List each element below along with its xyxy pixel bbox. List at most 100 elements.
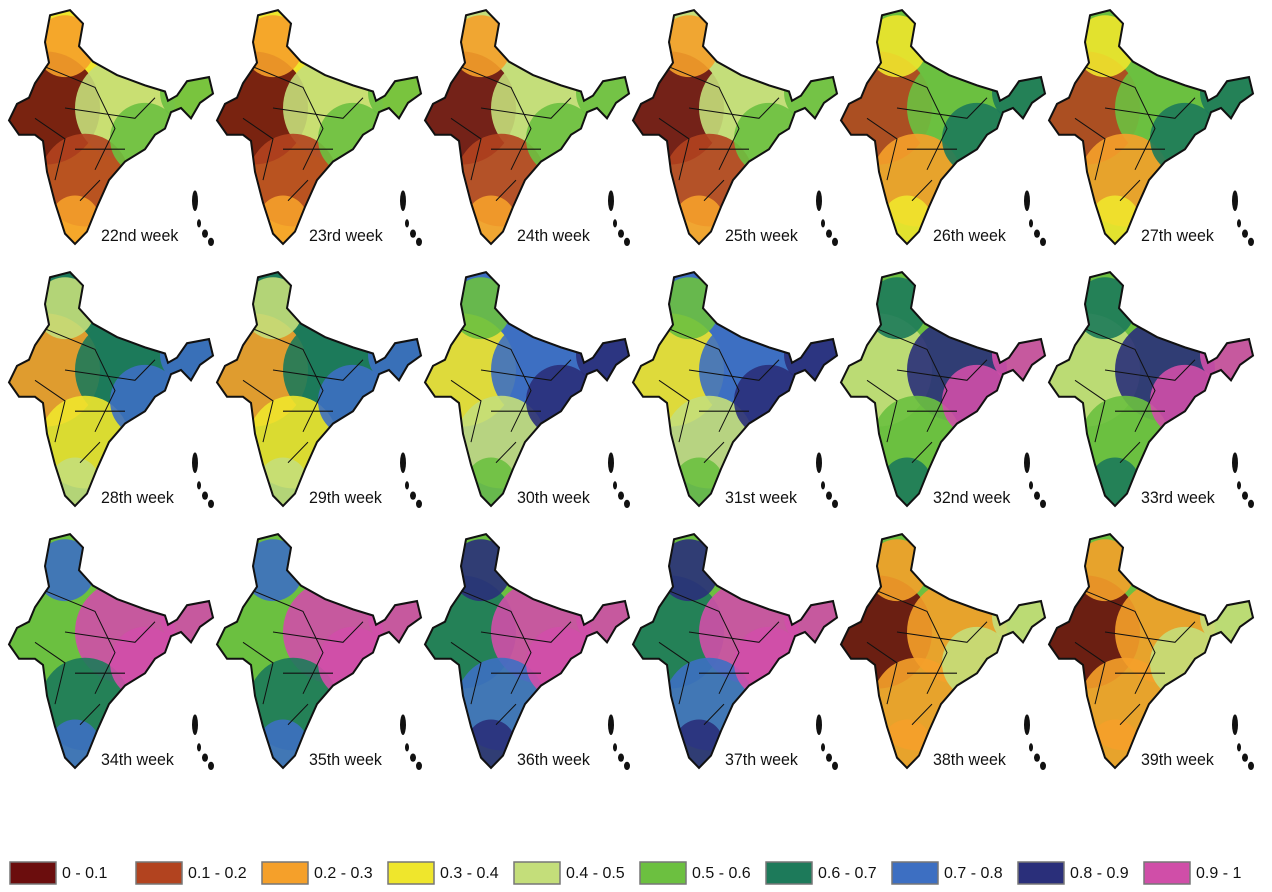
island (405, 743, 409, 751)
legend-label: 0.7 - 0.8 (944, 865, 1003, 882)
legend-label: 0.2 - 0.3 (314, 865, 373, 882)
island (1040, 238, 1046, 246)
island (613, 219, 617, 227)
island (416, 500, 422, 508)
map-region (1075, 15, 1135, 77)
island (1034, 492, 1040, 500)
legend-label: 0 - 0.1 (62, 865, 107, 882)
island (832, 762, 838, 770)
week-label: 36th week (517, 751, 591, 769)
week-label: 33rd week (1141, 489, 1216, 507)
map-region (674, 720, 724, 772)
week-label: 28th week (101, 489, 175, 507)
island (1248, 500, 1254, 508)
legend-label: 0.4 - 0.5 (566, 865, 625, 882)
map-region (451, 539, 511, 601)
map-region (243, 539, 303, 601)
map-region (659, 277, 719, 339)
map-region (882, 196, 932, 248)
map-region (50, 720, 100, 772)
island (416, 238, 422, 246)
map-panel: 33rd week (1030, 267, 1260, 514)
map-fill (1030, 267, 1260, 514)
figure: 22nd week23rd week24th week25th week26th… (0, 0, 1272, 887)
map-region (882, 458, 932, 510)
legend-swatch (262, 862, 308, 884)
island (1237, 743, 1241, 751)
island (1237, 219, 1241, 227)
week-label: 38th week (933, 751, 1007, 769)
legend-label: 0.5 - 0.6 (692, 865, 751, 882)
island (1024, 452, 1030, 473)
legend-swatch (640, 862, 686, 884)
island (405, 481, 409, 489)
island (613, 481, 617, 489)
map-panel: 32nd week (822, 267, 1052, 514)
island (197, 743, 201, 751)
map-region (243, 15, 303, 77)
map-region (1075, 539, 1135, 601)
map-region (258, 720, 308, 772)
island (197, 481, 201, 489)
island (624, 762, 630, 770)
week-label: 22nd week (101, 227, 179, 245)
week-label: 32nd week (933, 489, 1011, 507)
island (202, 754, 208, 762)
island (1242, 754, 1248, 762)
legend-swatch (1144, 862, 1190, 884)
map-fill (822, 267, 1052, 514)
map-fill (614, 5, 844, 252)
island (624, 238, 630, 246)
week-label: 25th week (725, 227, 799, 245)
map-panel: 36th week (406, 529, 636, 776)
legend-swatch (136, 862, 182, 884)
island (416, 762, 422, 770)
legend-label: 0.9 - 1 (1196, 865, 1241, 882)
island (1040, 500, 1046, 508)
island (202, 230, 208, 238)
map-region (243, 277, 303, 339)
island (618, 754, 624, 762)
map-panel: 30th week (406, 267, 636, 514)
week-label: 26th week (933, 227, 1007, 245)
legend-label: 0.8 - 0.9 (1070, 865, 1129, 882)
island (1248, 762, 1254, 770)
map-region (674, 458, 724, 510)
map-region (867, 539, 927, 601)
week-label: 39th week (1141, 751, 1215, 769)
map-region (1090, 720, 1140, 772)
legend-swatch (514, 862, 560, 884)
map-region (1090, 458, 1140, 510)
island (197, 219, 201, 227)
map-region (867, 15, 927, 77)
island (400, 190, 406, 211)
map-panel: 34th week (0, 529, 220, 776)
island (826, 754, 832, 762)
legend-label: 0.1 - 0.2 (188, 865, 247, 882)
island (832, 500, 838, 508)
map-fill (0, 5, 220, 252)
island (618, 492, 624, 500)
map-region (466, 458, 516, 510)
island (826, 230, 832, 238)
island (410, 230, 416, 238)
map-panel: 31st week (614, 267, 844, 514)
island (1029, 481, 1033, 489)
legend-swatch (1018, 862, 1064, 884)
map-fill (1030, 529, 1260, 776)
island (1024, 714, 1030, 735)
map-fill (0, 267, 220, 514)
map-fill (198, 5, 428, 252)
island (1029, 219, 1033, 227)
map-region (50, 458, 100, 510)
island (1242, 492, 1248, 500)
island (192, 190, 198, 211)
island (192, 714, 198, 735)
island (405, 219, 409, 227)
week-label: 37th week (725, 751, 799, 769)
map-region (35, 277, 95, 339)
week-label: 31st week (725, 489, 798, 507)
map-fill (198, 267, 428, 514)
map-fill (0, 529, 220, 776)
island (400, 452, 406, 473)
